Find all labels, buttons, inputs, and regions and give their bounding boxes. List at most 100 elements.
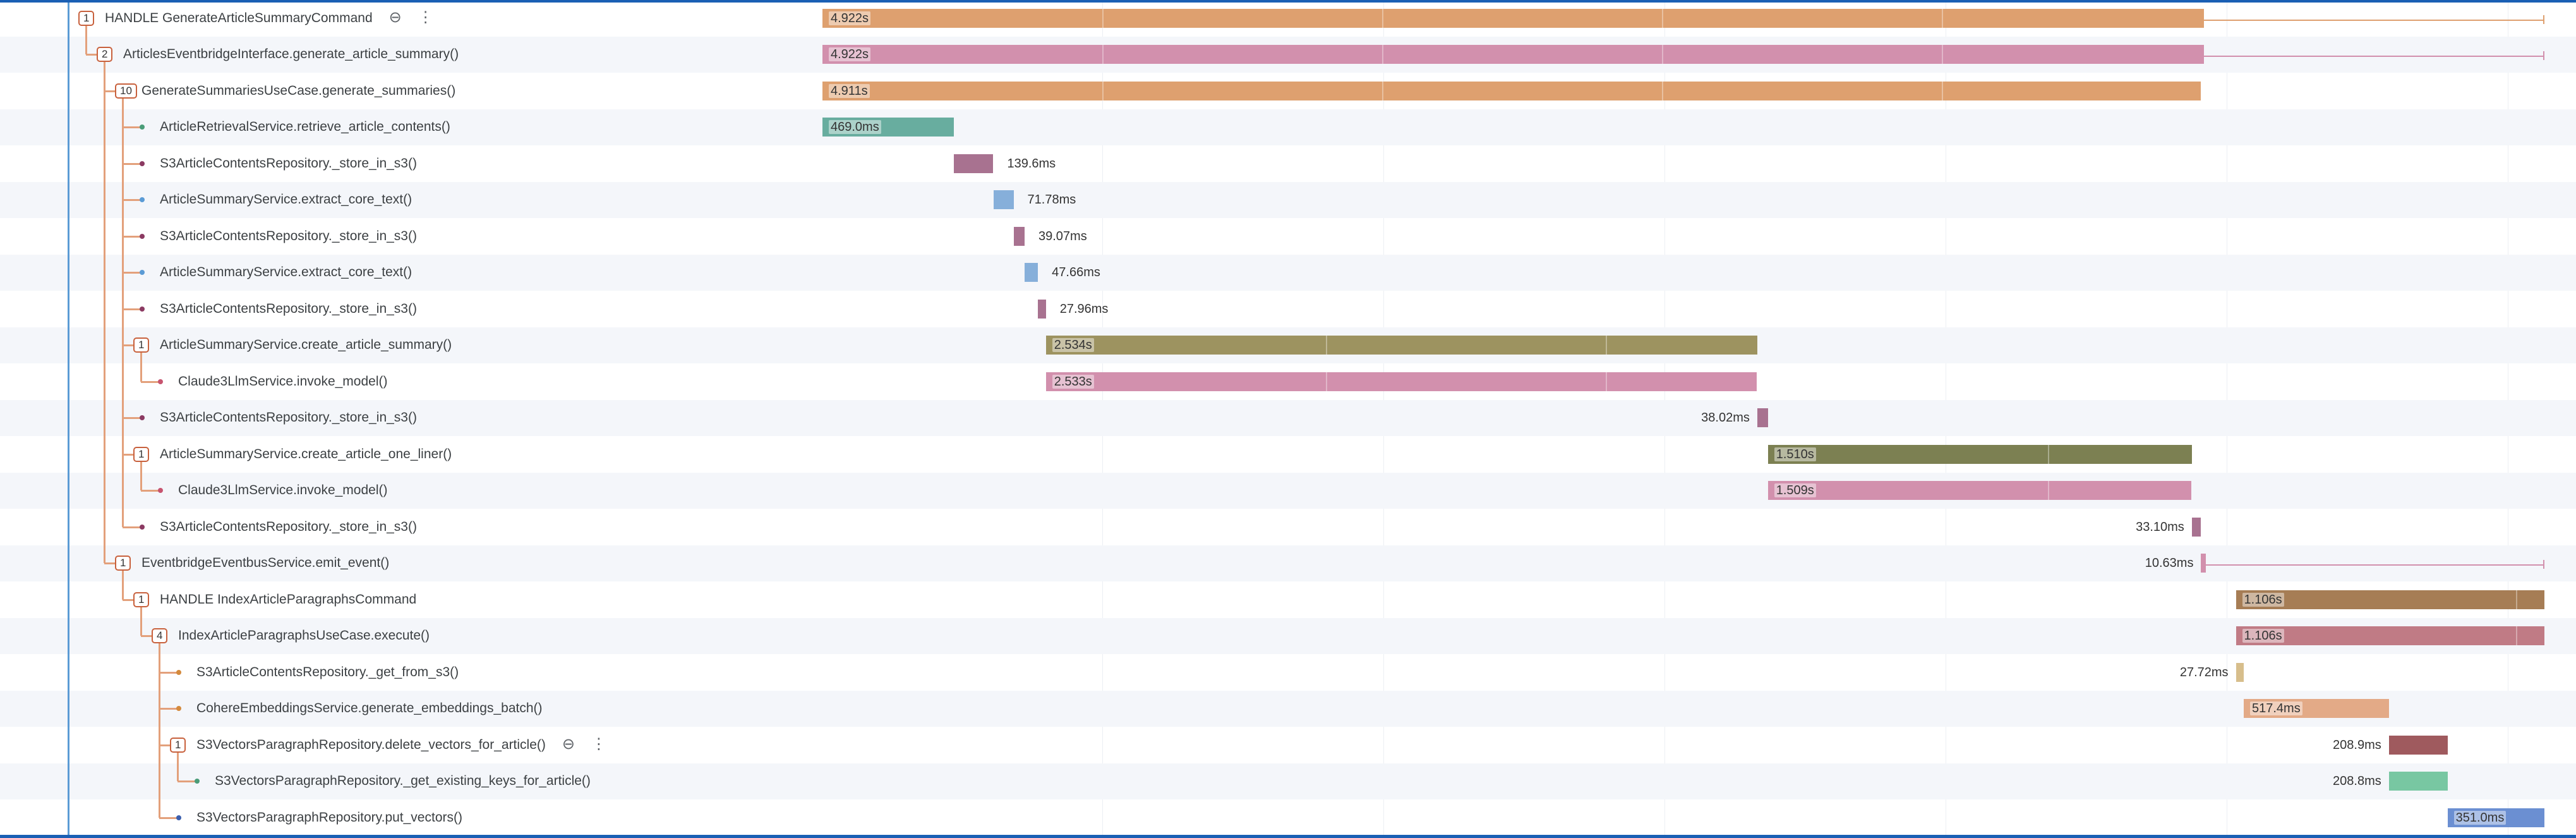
child-count-badge[interactable]: 10 <box>115 83 137 99</box>
span-name[interactable]: HANDLE IndexArticleParagraphsCommand <box>160 592 417 607</box>
span-duration-bar[interactable]: 1.509s <box>1767 481 2192 501</box>
span-duration-bar[interactable]: 2.533s <box>1045 372 1757 391</box>
child-count-badge[interactable]: 1 <box>133 446 150 462</box>
span-row[interactable] <box>0 617 2576 654</box>
duration-label: 208.8ms <box>2333 774 2381 789</box>
span-duration-bar[interactable] <box>1038 299 1046 319</box>
span-duration-bar[interactable] <box>954 154 994 173</box>
duration-label: 1.510s <box>1774 447 1816 461</box>
span-name[interactable]: GenerateSummariesUseCase.generate_summar… <box>141 83 456 98</box>
tree-connector-horizontal <box>123 199 141 202</box>
span-duration-bar[interactable] <box>2388 772 2448 791</box>
panel-top-border <box>0 0 2576 3</box>
span-name[interactable]: ArticleSummaryService.create_article_one… <box>160 446 452 461</box>
trace-tail-end <box>2543 51 2544 61</box>
panel-bottom-border <box>0 835 2576 838</box>
span-name[interactable]: S3ArticleContentsRepository._store_in_s3… <box>160 228 417 243</box>
span-duration-bar[interactable]: 517.4ms <box>2243 699 2389 719</box>
span-name[interactable]: ArticleSummaryService.create_article_sum… <box>160 337 452 353</box>
span-dot <box>176 815 181 820</box>
tree-connector-vertical <box>104 62 105 564</box>
span-duration-bar[interactable] <box>1024 263 1038 282</box>
span-row[interactable] <box>0 763 2576 799</box>
span-duration-bar[interactable] <box>2191 517 2201 537</box>
span-row[interactable] <box>0 690 2576 727</box>
span-duration-bar[interactable]: 1.106s <box>2236 626 2544 646</box>
bar-tick <box>2047 444 2049 464</box>
span-duration-bar[interactable]: 4.922s <box>822 8 2205 28</box>
span-name[interactable]: S3VectorsParagraphRepository.delete_vect… <box>196 737 546 752</box>
tree-connector-horizontal <box>123 235 141 238</box>
span-dot <box>195 779 200 784</box>
span-duration-bar[interactable] <box>1013 226 1025 246</box>
bar-tick <box>1662 45 1663 64</box>
span-duration-bar[interactable] <box>993 190 1014 210</box>
span-row[interactable] <box>0 545 2576 581</box>
span-name[interactable]: ArticleRetrievalService.retrieve_article… <box>160 119 450 135</box>
span-name[interactable]: ArticleSummaryService.extract_core_text(… <box>160 265 412 280</box>
span-duration-bar[interactable]: 469.0ms <box>822 118 954 137</box>
more-vertical-icon[interactable]: ⋮ <box>418 8 433 26</box>
span-dot <box>158 488 163 494</box>
span-duration-bar[interactable]: 1.106s <box>2236 590 2544 609</box>
span-name[interactable]: S3VectorsParagraphRepository.put_vectors… <box>196 810 462 825</box>
bar-tick <box>1102 8 1104 28</box>
span-name[interactable]: ArticleSummaryService.extract_core_text(… <box>160 192 412 207</box>
span-row[interactable] <box>0 181 2576 218</box>
span-dot <box>140 270 145 276</box>
span-duration-bar[interactable]: 351.0ms <box>2447 808 2544 827</box>
child-count-badge[interactable]: 4 <box>152 628 168 644</box>
bar-tick <box>1325 336 1327 355</box>
span-name[interactable]: S3ArticleContentsRepository._store_in_s3… <box>160 410 417 425</box>
child-count-badge[interactable]: 1 <box>133 592 150 607</box>
bar-tick <box>1382 81 1383 100</box>
span-name[interactable]: S3ArticleContentsRepository._store_in_s3… <box>160 519 417 534</box>
more-vertical-icon[interactable]: ⋮ <box>591 735 606 753</box>
span-duration-bar[interactable]: 4.922s <box>822 45 2205 64</box>
bar-tick <box>1102 81 1104 100</box>
tree-connector-vertical <box>122 98 124 527</box>
duration-label: 139.6ms <box>1007 156 1056 171</box>
span-duration-bar[interactable] <box>2201 554 2206 573</box>
child-count-badge[interactable]: 1 <box>170 737 186 753</box>
span-name[interactable]: ArticlesEventbridgeInterface.generate_ar… <box>123 47 459 62</box>
duration-label: 517.4ms <box>2249 701 2302 716</box>
span-duration-bar[interactable]: 2.534s <box>1045 336 1757 355</box>
span-duration-bar[interactable] <box>2236 662 2244 682</box>
child-count-badge[interactable]: 1 <box>78 10 95 26</box>
span-dot <box>140 161 145 166</box>
child-count-badge[interactable]: 2 <box>97 47 113 63</box>
span-row[interactable] <box>0 399 2576 436</box>
span-duration-bar[interactable] <box>2388 735 2448 755</box>
zoom-out-icon[interactable]: ⊖ <box>562 735 575 753</box>
span-name[interactable]: HANDLE GenerateArticleSummaryCommand <box>105 10 373 25</box>
span-duration-bar[interactable] <box>1757 408 1768 428</box>
child-count-badge[interactable]: 1 <box>115 556 131 571</box>
span-name[interactable]: CohereEmbeddingsService.generate_embeddi… <box>196 701 543 716</box>
bar-tick <box>2515 626 2517 646</box>
span-name[interactable]: S3ArticleContentsRepository._store_in_s3… <box>160 301 417 316</box>
span-row[interactable] <box>0 254 2576 291</box>
bar-tick <box>1382 45 1383 64</box>
span-name[interactable]: Claude3LlmService.invoke_model() <box>178 483 388 498</box>
duration-label: 208.9ms <box>2333 738 2381 752</box>
zoom-out-icon[interactable]: ⊖ <box>388 8 402 26</box>
tree-connector-vertical <box>122 571 124 600</box>
span-duration-bar[interactable]: 1.510s <box>1767 444 2192 464</box>
duration-label: 27.96ms <box>1059 301 1109 316</box>
span-name[interactable]: EventbridgeEventbusService.emit_event() <box>141 556 390 571</box>
span-dot <box>140 233 145 239</box>
tree-connector-horizontal <box>141 380 159 383</box>
duration-label: 39.07ms <box>1038 229 1087 243</box>
span-duration-bar[interactable]: 4.911s <box>822 81 2201 100</box>
bar-tick <box>1605 336 1607 355</box>
span-row[interactable] <box>0 109 2576 145</box>
span-name[interactable]: S3VectorsParagraphRepository._get_existi… <box>215 774 591 789</box>
span-name[interactable]: IndexArticleParagraphsUseCase.execute() <box>178 628 430 643</box>
tree-connector-horizontal <box>86 54 97 56</box>
child-count-badge[interactable]: 1 <box>133 337 150 353</box>
span-name[interactable]: Claude3LlmService.invoke_model() <box>178 373 388 389</box>
span-name[interactable]: S3ArticleContentsRepository._get_from_s3… <box>196 664 459 679</box>
duration-label: 2.533s <box>1052 374 1094 389</box>
span-name[interactable]: S3ArticleContentsRepository._store_in_s3… <box>160 155 417 171</box>
